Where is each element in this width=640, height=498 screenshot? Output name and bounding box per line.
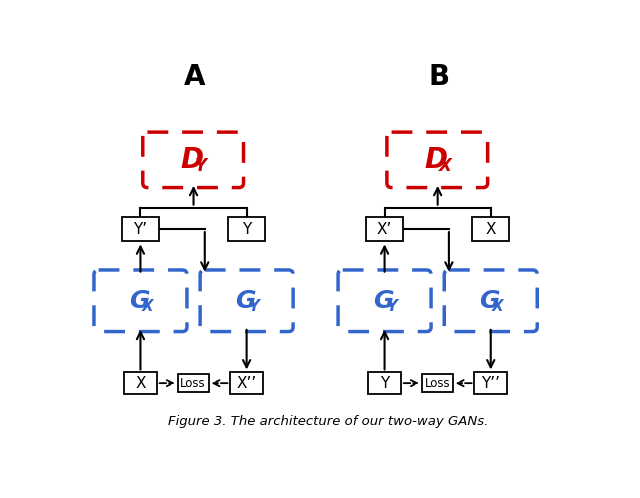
Text: X: X bbox=[135, 375, 146, 390]
FancyBboxPatch shape bbox=[143, 132, 244, 188]
Bar bbox=[122, 217, 159, 242]
Text: Y: Y bbox=[248, 299, 259, 314]
FancyBboxPatch shape bbox=[387, 132, 488, 188]
Text: Loss: Loss bbox=[180, 376, 206, 389]
Bar bbox=[178, 374, 209, 392]
FancyBboxPatch shape bbox=[444, 270, 537, 332]
Text: Y: Y bbox=[380, 375, 389, 390]
Text: X: X bbox=[439, 157, 452, 175]
FancyBboxPatch shape bbox=[338, 270, 431, 332]
Text: Loss: Loss bbox=[424, 376, 450, 389]
Text: X’: X’ bbox=[377, 222, 392, 237]
Text: Figure 3. The architecture of our two-way GANs.: Figure 3. The architecture of our two-wa… bbox=[168, 415, 488, 428]
Bar bbox=[474, 373, 507, 394]
Text: Y: Y bbox=[195, 157, 207, 175]
Bar bbox=[472, 217, 509, 242]
Text: X: X bbox=[486, 222, 496, 237]
Text: D: D bbox=[424, 146, 447, 174]
Text: B: B bbox=[428, 63, 449, 91]
Bar bbox=[124, 373, 157, 394]
Text: Y: Y bbox=[387, 299, 397, 314]
Text: X: X bbox=[492, 299, 504, 314]
Text: Y’: Y’ bbox=[133, 222, 147, 237]
Bar bbox=[228, 217, 265, 242]
Bar bbox=[366, 217, 403, 242]
Text: X’’: X’’ bbox=[237, 375, 257, 390]
FancyBboxPatch shape bbox=[94, 270, 187, 332]
Text: Y’’: Y’’ bbox=[481, 375, 500, 390]
Text: D: D bbox=[180, 146, 203, 174]
Bar bbox=[230, 373, 263, 394]
Bar bbox=[422, 374, 452, 392]
Text: A: A bbox=[184, 63, 205, 91]
Text: Y: Y bbox=[242, 222, 252, 237]
FancyBboxPatch shape bbox=[200, 270, 293, 332]
Bar bbox=[368, 373, 401, 394]
Text: X: X bbox=[142, 299, 154, 314]
Text: G: G bbox=[129, 289, 149, 313]
Text: G: G bbox=[372, 289, 393, 313]
Text: G: G bbox=[479, 289, 499, 313]
Text: G: G bbox=[235, 289, 255, 313]
